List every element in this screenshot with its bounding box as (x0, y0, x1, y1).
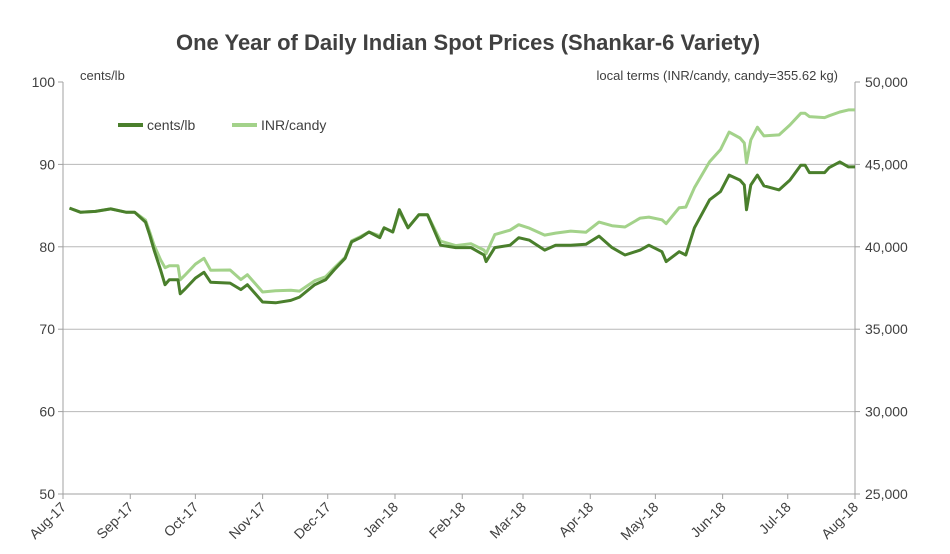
y-tick-label-left: 60 (39, 404, 55, 420)
x-tick-label: Dec-17 (291, 499, 334, 542)
gridlines (63, 163, 855, 413)
y-tick-label-right: 30,000 (865, 404, 908, 420)
x-tick-label: Jan-18 (360, 499, 402, 541)
x-tick-label: Mar-18 (486, 499, 529, 542)
left-axis-unit: cents/lb (80, 68, 125, 83)
y-tick-label-right: 45,000 (865, 156, 908, 172)
x-tick-label: Nov-17 (226, 499, 269, 542)
right-axis-unit: local terms (INR/candy, candy=355.62 kg) (597, 68, 838, 83)
y-tick-label-right: 50,000 (865, 74, 908, 90)
chart-title: One Year of Daily Indian Spot Prices (Sh… (176, 30, 760, 55)
x-tick-label: Aug-18 (818, 499, 861, 542)
x-tick-label: Oct-17 (160, 499, 201, 540)
legend-label-inr-candy: INR/candy (261, 117, 326, 133)
y-tick-label-left: 100 (32, 74, 56, 90)
y-tick-label-left: 50 (39, 486, 55, 502)
series-line-inr-candy (68, 108, 855, 294)
y-tick-label-left: 90 (39, 156, 55, 172)
axes: 50 25,000 60 30,000 70 35,000 80 40,000 90 45,000… (26, 74, 908, 543)
x-tick-label: Jun-18 (687, 499, 729, 541)
y-tick-label-right: 35,000 (865, 321, 908, 337)
y-tick-label-left: 80 (39, 239, 55, 255)
y-tick-label-left: 70 (39, 321, 55, 337)
legend-label-cents-lb: cents/lb (147, 117, 195, 133)
x-tick-label: Sep-17 (93, 499, 136, 542)
legend: cents/lb INR/candy (118, 117, 326, 133)
x-tick-label: May-18 (617, 499, 661, 543)
series-lines (68, 108, 855, 305)
series-line-cents-lb (68, 160, 855, 305)
x-tick-label: Jul-18 (756, 499, 794, 537)
y-tick-label-right: 25,000 (865, 486, 908, 502)
x-tick-label: Feb-18 (426, 499, 469, 542)
y-tick-label-right: 40,000 (865, 239, 908, 255)
x-tick-label: Aug-17 (26, 499, 69, 542)
x-tick-label: Apr-18 (555, 499, 596, 540)
